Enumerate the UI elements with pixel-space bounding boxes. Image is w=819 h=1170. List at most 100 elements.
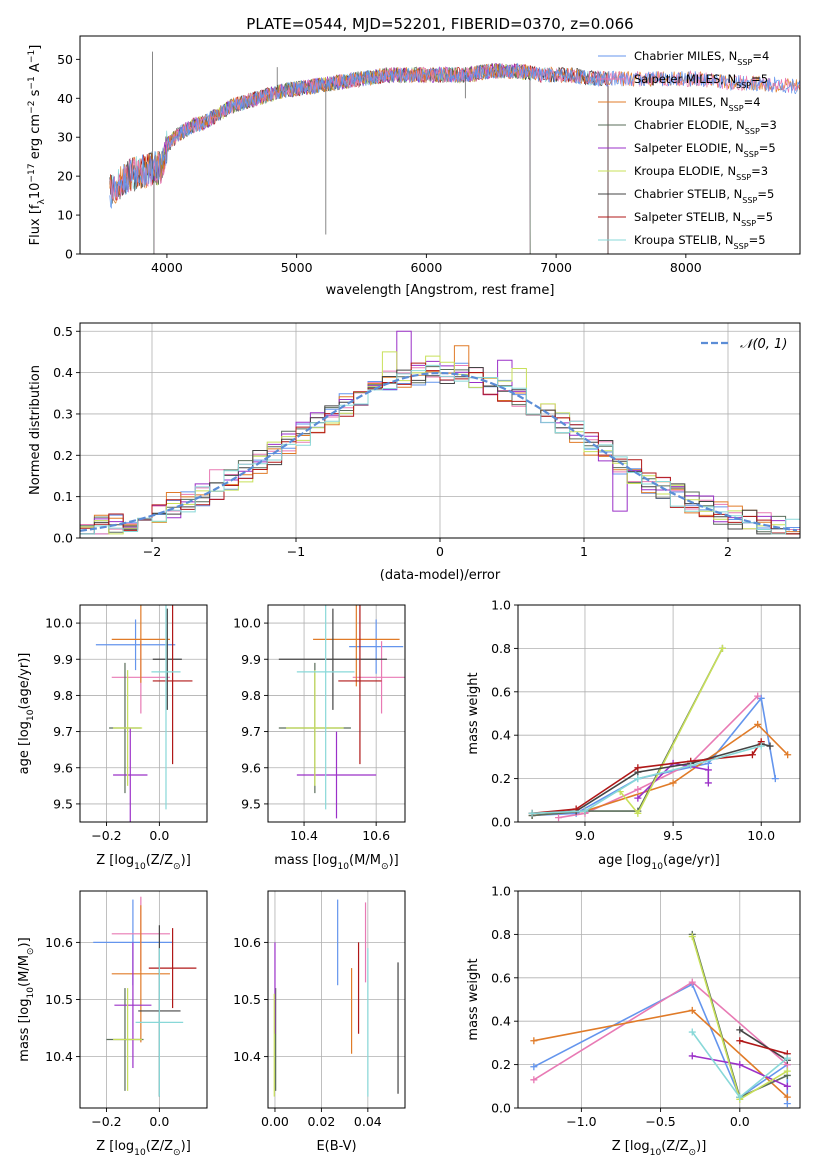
axes-residuals: −2 −1 0 1 2 0.0 0.1 0.2 0.3 0.4 0.5 (data-model)/er… (28, 322, 801, 583)
y-tick-label: 10 (57, 208, 73, 223)
mass_vs_z-xlabel-part: 10 (134, 1148, 146, 1158)
weight_vs_z-xlabel-part: 10 (650, 1148, 662, 1158)
legend-normal-label: 𝒩(0, 1) (740, 337, 787, 352)
y-tick-label: 0.4 (491, 1014, 511, 1029)
weight-line-salp_stelib (532, 741, 762, 815)
weight-marker-salp_elodie (634, 794, 642, 802)
y-tick-label: 9.6 (241, 760, 261, 775)
legend-label-part: Chabrier MILES, N (634, 49, 737, 63)
weight-marker-salp_miles (688, 978, 696, 986)
y-tick-label: 9.5 (241, 796, 261, 811)
legend-label-part: SSP (742, 196, 757, 205)
y-tick-label: 0.0 (53, 531, 73, 546)
weight-marker-salp_elodie (704, 766, 712, 774)
legend-label: Chabrier MILES, NSSP=4 (634, 49, 769, 67)
spectrum-line-chab_stelib (109, 63, 609, 254)
weight_vs_z-xlabel: Z [log10(Z/Z⊙)] (612, 1139, 707, 1158)
age_vs_z-ylabel-part: 10 (26, 709, 36, 721)
y-tick-label: 0.4 (53, 365, 73, 380)
legend-label-part: Salpeter STELIB, N (634, 210, 741, 224)
x-tick-label: 0.0 (149, 1114, 169, 1129)
weight-marker-krou_miles (688, 1006, 696, 1014)
weight-marker-krou_elodie (688, 933, 696, 941)
y-tick-label: 10.5 (233, 992, 261, 1007)
y-tick-label: 9.9 (241, 652, 261, 667)
weight_vs_age-xlabel-part: 10 (651, 862, 663, 872)
weight-marker-krou_miles (783, 1093, 791, 1101)
mass_vs_z-ylabel-part: ⊙ (26, 947, 36, 955)
x-tick-label: 0.02 (307, 1114, 335, 1129)
y-tick-label: 10.4 (233, 1049, 261, 1064)
legend-label-part: Chabrier ELODIE, N (634, 118, 745, 132)
residuals-xlabel: (data-model)/error (380, 568, 501, 583)
spectrum-ylabel-part: s (28, 89, 43, 100)
legend-label-part: =4 (752, 49, 769, 63)
weight-line-krou_stelib (532, 745, 762, 815)
spectrum-ylabel: Flux [fλ10−17 erg cm−2 s−1 A−1] (27, 45, 47, 246)
hist-salp_elodie (80, 330, 800, 535)
x-tick-label: 10.0 (747, 828, 775, 843)
weight_vs_age-ylabel: mass weight (466, 672, 481, 754)
legend-label-part: =5 (757, 187, 774, 201)
spectrum-ylabel-part: ] (28, 45, 43, 50)
legend-label-part: Salpeter ELODIE, N (634, 141, 744, 155)
age_vs_mass-xlabel-part: mass [log (274, 853, 337, 868)
mass_vs_z-ylabel: mass [log10(M/M⊙)] (17, 937, 36, 1061)
weight-marker-chab_miles (757, 694, 765, 702)
weight_vs_z-xlabel-part: ⊙ (689, 1148, 697, 1158)
hist-krou_stelib (80, 364, 800, 535)
y-tick-label: 0.1 (53, 489, 73, 504)
spectrum-line-salp_elodie (153, 62, 531, 254)
y-tick-label: 1.0 (491, 598, 511, 613)
axes-weight_vs_age: 9.0 9.5 10.0 0.0 0.2 0.4 0.6 0.8 1.0 age [log10(a… (466, 598, 801, 872)
age_vs_mass-xlabel-part: )] (389, 853, 399, 868)
axes-spectrum: 4000 5000 6000 7000 8000 0 10 20 30 40 50 wavelengt… (27, 35, 801, 298)
legend-label: Salpeter ELODIE, NSSP=5 (634, 141, 776, 159)
x-tick-label: 9.5 (663, 828, 683, 843)
mass_vs_z-ylabel-part: (M/M (17, 955, 32, 987)
legend-label-part: =5 (749, 233, 766, 247)
weight-marker-krou_stelib (757, 742, 765, 750)
y-tick-label: 0.5 (53, 324, 73, 339)
weight-marker-krou_elodie (634, 809, 642, 817)
y-tick-label: 0.2 (491, 771, 511, 786)
plot-area-mass_vs_z (80, 891, 207, 1108)
axes-age_vs_mass: 10.4 10.6 9.5 9.6 9.7 9.8 9.9 10.0 mass [log10(M… (233, 604, 406, 872)
age_vs_z-ylabel-part: (age/yr)] (17, 653, 32, 710)
weight-marker-krou_stelib (634, 775, 642, 783)
legend-label-part: SSP (736, 173, 751, 182)
mass_vs_z-ylabel-part: 10 (26, 987, 36, 999)
weight-marker-krou_miles (669, 779, 677, 787)
x-tick-label: 0.0 (730, 1114, 750, 1129)
legend-label-part: SSP (745, 127, 760, 136)
weight-marker-krou_miles (530, 1037, 538, 1045)
legend-label: Chabrier ELODIE, NSSP=3 (634, 118, 777, 136)
axes-mass_vs_ebv: 0.00 0.02 0.04 10.4 10.5 10.6 E(B-V) (233, 890, 406, 1154)
weight_vs_z-ylabel: mass weight (466, 958, 481, 1040)
weight-marker-chab_miles (530, 1063, 538, 1071)
plot-area-weight_vs_z (518, 891, 800, 1108)
weight-marker-salp_elodie (688, 1052, 696, 1060)
age_vs_z-xlabel-part: Z [log (96, 853, 134, 868)
legend-label-part: SSP (737, 58, 752, 67)
y-tick-label: 10.0 (45, 616, 73, 631)
x-tick-label: 0.0 (149, 828, 169, 843)
y-tick-label: 1.0 (491, 884, 511, 899)
spectrum-ylabel-part: −1 (27, 76, 37, 89)
legend-label: Salpeter MILES, NSSP=5 (634, 72, 768, 90)
weight-marker-krou_stelib (736, 1093, 744, 1101)
age_vs_z-xlabel-part: ⊙ (173, 862, 181, 872)
y-tick-label: 0.0 (491, 815, 511, 830)
y-tick-label: 0.4 (491, 728, 511, 743)
spectrum-line-krou_elodie (153, 63, 531, 254)
mass_vs_ebv-xlabel: E(B-V) (316, 1139, 356, 1154)
age_vs_z-ylabel-part: age [log (17, 721, 32, 774)
x-tick-label: 7000 (540, 260, 572, 275)
spectrum-line-krou_stelib (109, 63, 609, 254)
spectrum-ylabel-part: A (28, 63, 43, 76)
y-tick-label: 0.3 (53, 406, 73, 421)
spectrum-ylabel-part: Flux [f (28, 204, 43, 245)
x-tick-label: 6000 (410, 260, 442, 275)
plot-area-spectrum (109, 51, 800, 254)
